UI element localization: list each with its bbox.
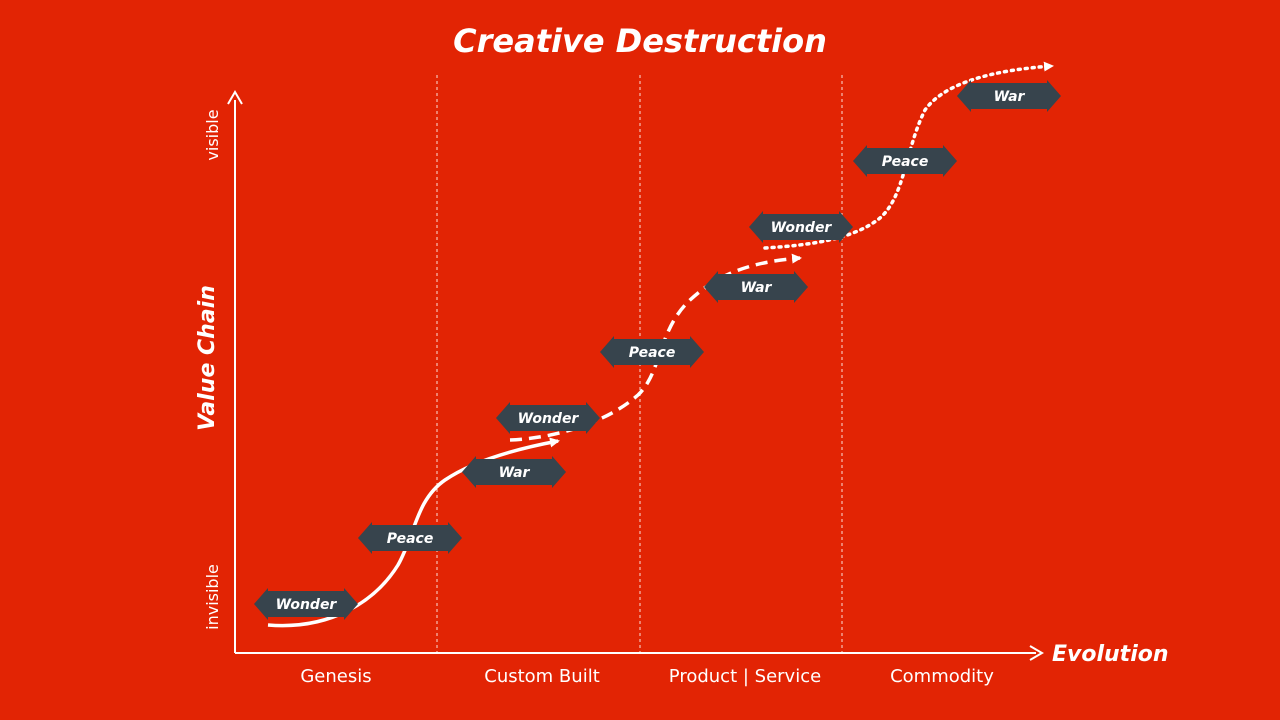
cycle2-badges: Wonder Peace War [496,271,808,434]
y-axis-arrowhead [227,90,243,105]
badge-cycle2-wonder: Wonder [496,402,600,434]
cycle2-dashed-curve [509,253,802,442]
badge-cycle2-peace: Peace [600,336,704,368]
stage-labels: Genesis Custom Built Product | Service C… [300,666,994,687]
badge-label: Peace [882,154,929,170]
badge-cycle1-war: War [462,456,566,488]
y-axis-bottom-label: invisible [203,564,222,630]
badge-cycle3-wonder: Wonder [749,211,853,243]
cycle1-badges: Wonder Peace War [254,456,566,620]
badge-label: Peace [387,531,434,547]
x-axis-arrowhead [1029,645,1044,661]
badge-label: Wonder [771,220,833,236]
badge-label: Peace [629,345,676,361]
badge-cycle2-war: War [704,271,808,303]
badge-cycle1-wonder: Wonder [254,588,358,620]
cycle3-badges: Wonder Peace War [749,80,1061,243]
badge-label: Wonder [518,411,580,427]
badge-label: Wonder [276,597,338,613]
stage-label-custom-built: Custom Built [484,666,600,687]
badge-cycle3-war: War [957,80,1061,112]
x-axis-title: Evolution [1052,642,1169,667]
axes [227,90,1044,661]
badge-label: War [994,89,1026,105]
badge-label: War [741,280,773,296]
badge-label: War [499,465,531,481]
badge-cycle1-peace: Peace [358,522,462,554]
y-axis-top-label: visible [203,109,222,160]
stage-label-genesis: Genesis [300,666,371,687]
y-axis-title: Value Chain [195,285,220,431]
stage-label-commodity: Commodity [890,666,994,687]
page-title: Creative Destruction [453,22,827,60]
stage-label-product-service: Product | Service [669,666,821,687]
badge-cycle3-peace: Peace [853,145,957,177]
